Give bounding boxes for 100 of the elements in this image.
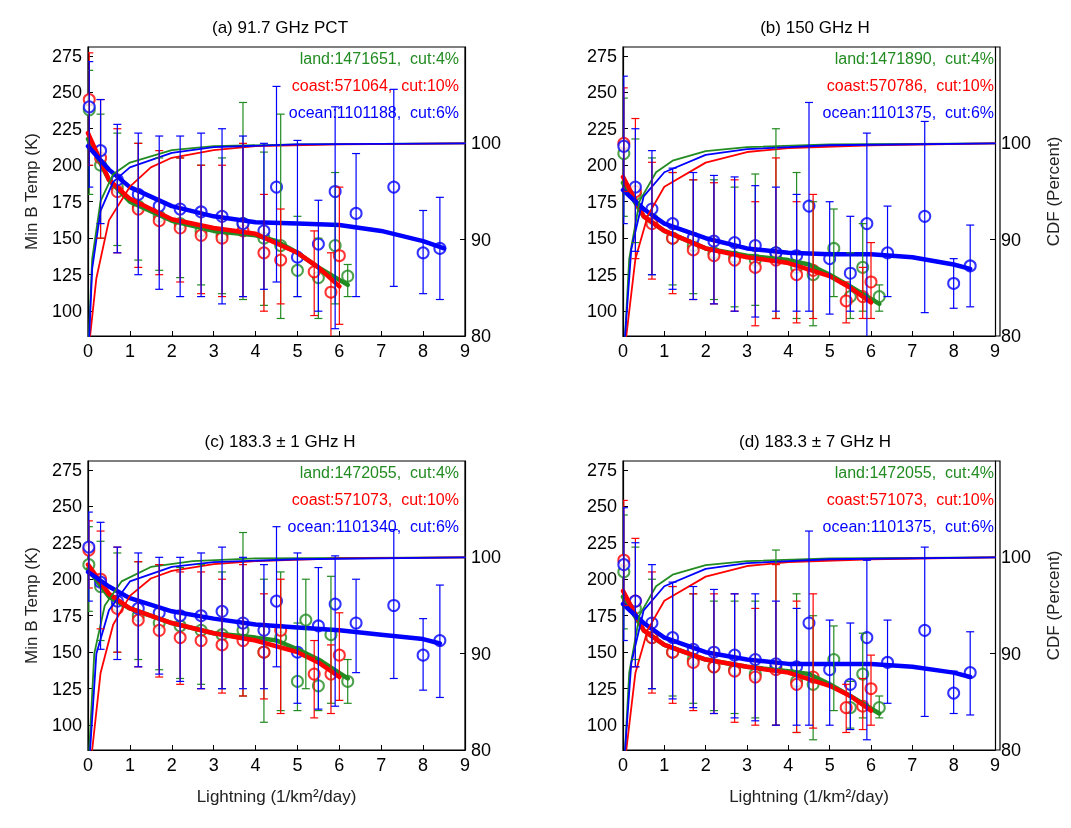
y-tick-label: 275 <box>586 459 617 480</box>
y-axis-title: Min B Temp (K) <box>22 547 41 664</box>
y-tick-label: 225 <box>586 118 617 139</box>
y-tick-label: 100 <box>586 715 617 736</box>
y2-tick-label: 80 <box>1001 326 1022 346</box>
annotation: coast:570786, cut:10% <box>826 76 994 94</box>
y-tick-label: 100 <box>51 715 82 736</box>
x-tick-label: 7 <box>907 341 918 361</box>
y-tick-label: 175 <box>51 605 82 626</box>
chart-title: (c) 183.3 ± 1 GHz H <box>204 432 356 451</box>
x-tick-label: 4 <box>783 755 794 775</box>
x-tick-label: 3 <box>741 341 753 361</box>
y-tick-label: 200 <box>51 569 82 590</box>
x-tick-label: 8 <box>418 341 429 361</box>
x-tick-label: 4 <box>783 341 794 361</box>
chart-title: (d) 183.3 ± 7 GHz H <box>739 432 891 451</box>
x-tick-label: 0 <box>82 755 94 775</box>
y-tick-label: 150 <box>586 228 617 249</box>
chart-title: (a) 91.7 GHz PCT <box>211 18 349 37</box>
x-tick-label: 0 <box>617 341 629 361</box>
x-tick-label: 9 <box>459 755 471 775</box>
x-tick-label: 5 <box>292 755 303 775</box>
y-tick-label: 150 <box>51 642 82 663</box>
x-tick-label: 4 <box>250 755 261 775</box>
y2-tick-label: 90 <box>471 229 492 250</box>
y-tick-label: 175 <box>51 191 82 212</box>
y2-tick-label: 80 <box>471 740 492 760</box>
y-tick-label: 150 <box>51 228 82 249</box>
y-tick-label: 125 <box>51 264 82 285</box>
y2-axis-title: CDF (Percent) <box>1044 550 1063 661</box>
x-tick-label: 2 <box>166 755 177 775</box>
x-tick-label: 7 <box>907 755 918 775</box>
annotation: coast:571073, cut:10% <box>291 490 459 508</box>
chart-title: (b) 150 GHz H <box>760 18 870 37</box>
annotation: ocean:1101375, cut:6% <box>822 517 994 535</box>
x-tick-label: 3 <box>208 341 219 361</box>
x-tick-label: 4 <box>250 341 261 361</box>
x-tick-label: 6 <box>865 755 877 775</box>
x-tick-label: 1 <box>124 755 135 775</box>
y2-tick-label: 90 <box>471 643 492 664</box>
y-tick-label: 275 <box>586 45 617 66</box>
y-tick-label: 200 <box>586 569 617 590</box>
x-tick-label: 9 <box>459 341 471 361</box>
y-tick-label: 150 <box>586 642 617 663</box>
y-tick-label: 125 <box>586 678 617 699</box>
x-tick-label: 6 <box>334 755 345 775</box>
y-tick-label: 200 <box>51 155 82 176</box>
x-axis-title: Lightning (1/km²/day) <box>729 787 889 806</box>
y-tick-label: 225 <box>51 532 82 553</box>
annotation: coast:571073, cut:10% <box>826 490 994 508</box>
y-tick-label: 175 <box>586 191 617 212</box>
y2-tick-label: 100 <box>471 133 502 154</box>
annotation: land:1471890, cut:4% <box>834 49 994 67</box>
x-tick-label: 8 <box>948 755 959 775</box>
x-tick-label: 5 <box>824 341 835 361</box>
y2-tick-label: 90 <box>1001 229 1022 250</box>
y2-tick-label: 80 <box>1001 740 1022 760</box>
y-tick-label: 200 <box>586 155 617 176</box>
x-tick-label: 1 <box>659 755 670 775</box>
annotation: ocean:1101340, cut:6% <box>287 517 459 535</box>
x-tick-label: 5 <box>824 755 835 775</box>
y-tick-label: 275 <box>51 459 82 480</box>
annotation: land:1472055, cut:4% <box>299 463 459 481</box>
y2-tick-label: 100 <box>1001 133 1032 154</box>
y2-tick-label: 80 <box>471 326 492 346</box>
x-tick-label: 6 <box>334 341 345 361</box>
x-tick-label: 7 <box>376 341 387 361</box>
y-tick-label: 250 <box>51 496 82 517</box>
y-tick-label: 250 <box>586 82 617 103</box>
annotation: ocean:1101375, cut:6% <box>822 103 994 121</box>
annotation: land:1471651, cut:4% <box>299 49 459 67</box>
annotation: land:1472055, cut:4% <box>834 463 994 481</box>
y-tick-label: 250 <box>51 82 82 103</box>
y-tick-label: 250 <box>586 496 617 517</box>
y2-tick-label: 100 <box>471 547 502 568</box>
x-axis-title: Lightning (1/km²/day) <box>196 787 357 806</box>
x-tick-label: 6 <box>865 341 877 361</box>
x-tick-label: 9 <box>989 755 1001 775</box>
x-tick-label: 7 <box>376 755 387 775</box>
x-tick-label: 1 <box>659 341 670 361</box>
x-tick-label: 0 <box>82 341 94 361</box>
y-tick-label: 125 <box>51 678 82 699</box>
y-tick-label: 100 <box>51 301 82 322</box>
y2-tick-label: 100 <box>1001 547 1032 568</box>
y2-axis-title: CDF (Percent) <box>1044 136 1063 247</box>
y-axis-title: Min B Temp (K) <box>22 133 41 250</box>
x-tick-label: 1 <box>124 341 135 361</box>
y2-tick-label: 90 <box>1001 643 1022 664</box>
y-tick-label: 100 <box>586 301 617 322</box>
y-tick-label: 225 <box>586 532 617 553</box>
x-tick-label: 3 <box>741 755 753 775</box>
y-tick-label: 125 <box>586 264 617 285</box>
y-tick-label: 275 <box>51 45 82 66</box>
x-tick-label: 8 <box>418 755 429 775</box>
x-tick-label: 3 <box>208 755 219 775</box>
x-tick-label: 2 <box>166 341 177 361</box>
y-tick-label: 175 <box>586 605 617 626</box>
x-tick-label: 5 <box>292 341 303 361</box>
x-tick-label: 0 <box>617 755 629 775</box>
annotation: coast:571064, cut:10% <box>291 76 459 94</box>
